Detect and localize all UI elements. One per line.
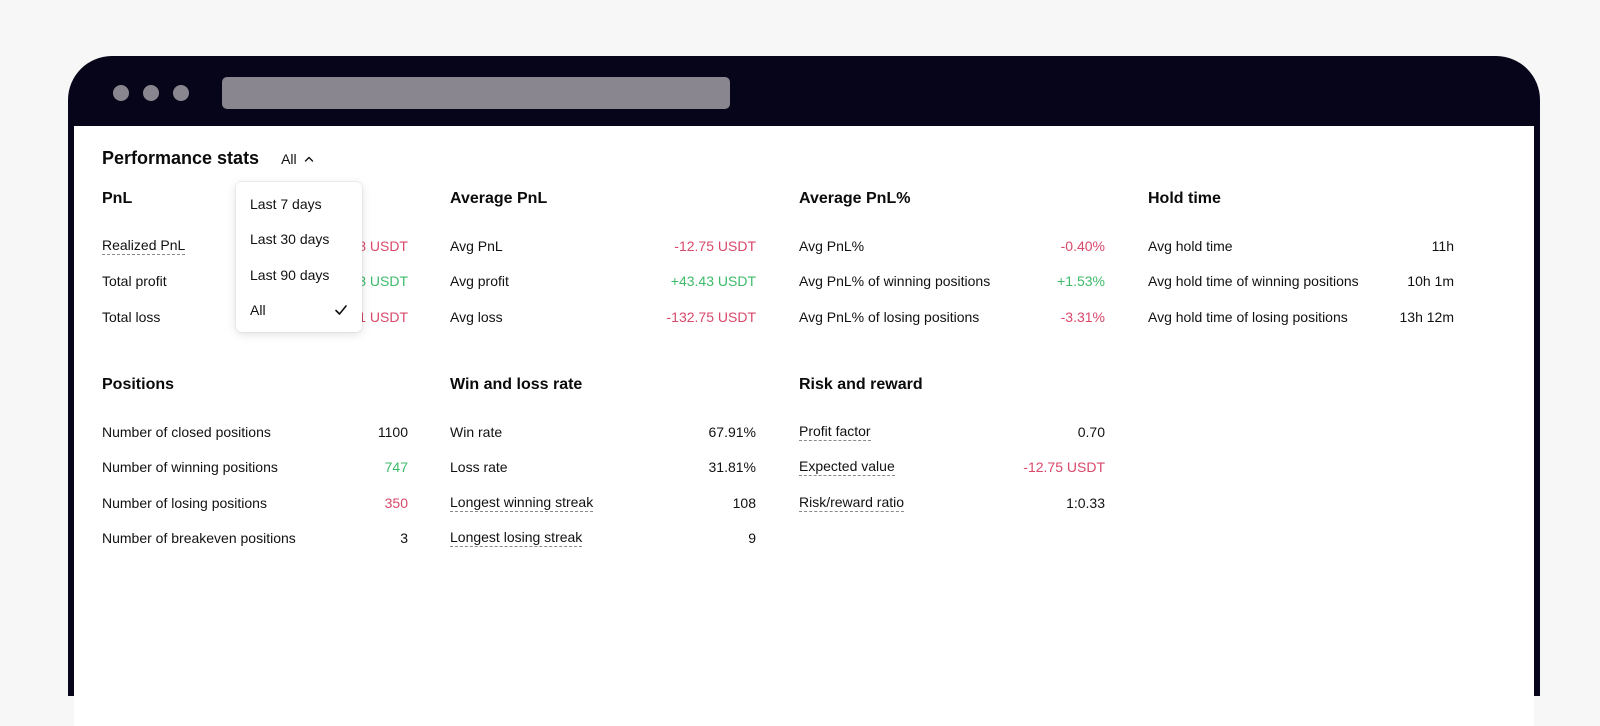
stat-value: 747 <box>384 459 408 476</box>
stat-label: Avg PnL% of losing positions <box>799 308 980 325</box>
section-title: Hold time <box>1148 190 1221 207</box>
stat-label: Avg PnL <box>450 237 503 254</box>
stat-label: Number of winning positions <box>102 459 278 476</box>
stat-row: Loss rate 31.81% <box>450 450 756 486</box>
range-selector[interactable]: All <box>281 151 315 167</box>
stat-label-realized-pnl[interactable]: Realized PnL <box>102 236 186 255</box>
stat-row: Avg loss -132.75 USDT <box>450 299 756 335</box>
stat-value: -12.75 USDT <box>674 237 756 254</box>
stat-label: Avg PnL% <box>799 237 865 254</box>
stat-value: -12.75 USDT <box>1023 459 1105 476</box>
stat-value: +43.43 USDT <box>670 273 756 290</box>
stat-row: Longest winning streak 108 <box>450 485 756 521</box>
stat-row: Number of closed positions 1100 <box>102 414 408 450</box>
stat-row: Expected value -12.75 USDT <box>799 450 1105 486</box>
stat-value: 10h 1m <box>1407 273 1454 290</box>
stat-row: Number of winning positions 747 <box>102 450 408 486</box>
stat-label-expected-value[interactable]: Expected value <box>799 458 895 477</box>
range-option-last-30-days[interactable]: Last 30 days <box>236 222 362 258</box>
range-option-label: Last 90 days <box>250 266 330 283</box>
chevron-up-icon <box>304 156 313 162</box>
range-option-last-7-days[interactable]: Last 7 days <box>236 186 362 222</box>
range-option-all[interactable]: All <box>236 293 362 329</box>
section-win-loss-rate: Win and loss rate Win rate 67.91% Loss r… <box>450 376 756 556</box>
stat-value: 3 <box>400 530 408 547</box>
stat-value: -3.31% <box>1060 308 1105 325</box>
window-dot-maximize[interactable] <box>173 85 189 101</box>
stat-value: 11h <box>1431 237 1454 254</box>
stat-row: Longest losing streak 9 <box>450 521 756 557</box>
stat-value: -0.40% <box>1060 237 1105 254</box>
stat-label: Total profit <box>102 273 167 290</box>
section-average-pnl-percent: Average PnL% Avg PnL% -0.40% Avg PnL% of… <box>799 190 1105 335</box>
section-risk-reward: Risk and reward Profit factor 0.70 Expec… <box>799 376 1105 521</box>
stat-label: Avg profit <box>450 273 509 290</box>
range-option-label: Last 7 days <box>250 195 322 212</box>
stat-label: Total loss <box>102 308 161 325</box>
section-title: Risk and reward <box>799 376 923 393</box>
range-option-last-90-days[interactable]: Last 90 days <box>236 257 362 293</box>
section-title: Win and loss rate <box>450 376 583 393</box>
stat-row: Risk/reward ratio 1:0.33 <box>799 485 1105 521</box>
stat-value: 13h 12m <box>1399 308 1454 325</box>
stat-label-longest-winning-streak[interactable]: Longest winning streak <box>450 493 594 512</box>
stat-label-risk-reward-ratio[interactable]: Risk/reward ratio <box>799 493 905 512</box>
stat-row: Avg hold time of losing positions 13h 12… <box>1148 299 1454 335</box>
title-row: Performance stats All <box>102 148 315 169</box>
stat-label: Avg hold time <box>1148 237 1233 254</box>
stat-value: 67.91% <box>708 423 756 440</box>
stat-value: 1:0.33 <box>1066 494 1105 511</box>
stat-row: Win rate 67.91% <box>450 414 756 450</box>
stat-label: Number of breakeven positions <box>102 530 296 547</box>
stat-label: Win rate <box>450 423 503 440</box>
stat-row: Avg PnL% of winning positions +1.53% <box>799 264 1105 300</box>
range-selector-label: All <box>281 150 297 167</box>
address-bar[interactable] <box>222 77 730 109</box>
window-controls <box>113 85 189 101</box>
stat-row: Avg hold time 11h <box>1148 228 1454 264</box>
stat-value: 31.81% <box>708 459 756 476</box>
stat-row: Avg PnL% -0.40% <box>799 228 1105 264</box>
stat-row: Number of breakeven positions 3 <box>102 521 408 557</box>
stat-value: 0.70 <box>1077 423 1105 440</box>
stat-value: 9 <box>748 530 756 547</box>
stat-value: 108 <box>732 494 756 511</box>
range-dropdown-menu: Last 7 days Last 30 days Last 90 days Al… <box>236 182 362 332</box>
range-option-label: All <box>250 302 266 319</box>
stat-label: Avg hold time of winning positions <box>1148 273 1359 290</box>
stat-label: Avg loss <box>450 308 503 325</box>
stat-label: Number of closed positions <box>102 423 271 440</box>
stat-row: Avg PnL% of losing positions -3.31% <box>799 299 1105 335</box>
stat-label-longest-losing-streak[interactable]: Longest losing streak <box>450 529 583 548</box>
window-dot-minimize[interactable] <box>143 85 159 101</box>
page-content: Performance stats All PnL Realized PnL -… <box>74 126 1534 726</box>
browser-frame: Performance stats All PnL Realized PnL -… <box>68 56 1540 726</box>
stat-value: +1.53% <box>1057 273 1105 290</box>
stat-row: Avg profit +43.43 USDT <box>450 264 756 300</box>
stat-label: Avg PnL% of winning positions <box>799 273 991 290</box>
stat-value: 350 <box>384 494 408 511</box>
checkmark-icon <box>335 305 347 316</box>
stat-label: Loss rate <box>450 459 508 476</box>
stat-value: 1100 <box>377 423 408 440</box>
section-title: Average PnL% <box>799 190 911 207</box>
section-positions: Positions Number of closed positions 110… <box>102 376 408 556</box>
stat-label-profit-factor[interactable]: Profit factor <box>799 422 871 441</box>
window-dot-close[interactable] <box>113 85 129 101</box>
section-hold-time: Hold time Avg hold time 11h Avg hold tim… <box>1148 190 1454 335</box>
section-title: Average PnL <box>450 190 548 207</box>
stat-row: Avg hold time of winning positions 10h 1… <box>1148 264 1454 300</box>
stat-value: -132.75 USDT <box>666 308 756 325</box>
section-title: Positions <box>102 376 175 393</box>
section-title: PnL <box>102 190 133 207</box>
stat-row: Number of losing positions 350 <box>102 485 408 521</box>
section-average-pnl: Average PnL Avg PnL -12.75 USDT Avg prof… <box>450 190 756 335</box>
page-title: Performance stats <box>102 148 260 168</box>
stat-row: Profit factor 0.70 <box>799 414 1105 450</box>
stat-row: Avg PnL -12.75 USDT <box>450 228 756 264</box>
stat-label: Avg hold time of losing positions <box>1148 308 1348 325</box>
range-option-label: Last 30 days <box>250 231 330 248</box>
stat-label: Number of losing positions <box>102 494 267 511</box>
